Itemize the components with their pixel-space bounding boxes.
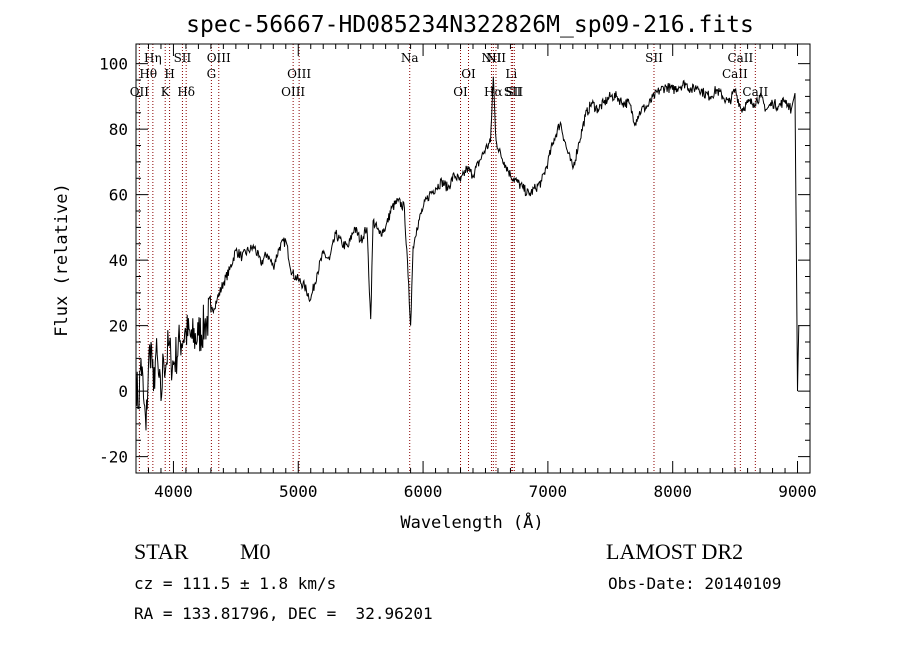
line-marker-label-12: OI [453,85,468,99]
y-tick-label-2: 20 [109,317,128,336]
line-marker-label-20: SII [645,51,663,65]
line-marker-label-21: CaII [722,67,748,81]
x-axis-label: Wavelength (Å) [400,511,543,533]
y-axis-label: Flux (relative) [52,183,72,337]
spectral-line-markers: OIIHθHηKHSIIHδGOIIIOIIIOIIINaOIOINIIHαNI… [130,44,768,473]
survey-label: LAMOST DR2 [606,539,744,564]
line-marker-label-8: OIII [207,51,231,65]
spectrum-line [135,76,800,431]
line-marker-label-16: NII [486,51,506,65]
line-marker-label-14: NII [481,51,501,65]
y-tick-label-0: -20 [99,448,128,467]
line-marker-label-1: Hθ [139,67,157,81]
line-marker-label-4: H [164,67,174,81]
line-marker-label-22: CaII [727,51,753,65]
x-tick-label-5: 9000 [778,482,817,501]
line-marker-label-9: OIII [281,85,305,99]
x-tick-label-4: 8000 [653,482,692,501]
object-class: STAR [134,539,189,564]
line-marker-label-11: Na [401,51,419,65]
y-tick-label-3: 40 [109,251,128,270]
chart-title: spec-56667-HD085234N322826M_sp09-216.fit… [186,12,754,38]
obs-date-readout: Obs-Date: 20140109 [608,574,782,593]
line-marker-label-0: OII [130,85,150,99]
coordinates-readout: RA = 133.81796, DEC = 32.96201 [134,604,433,623]
object-subclass: M0 [240,539,271,564]
line-marker-label-17: Li [505,67,517,81]
plot-frame [135,43,811,474]
line-marker-label-15: Hα [484,85,503,99]
x-tick-label-0: 4000 [154,482,193,501]
line-marker-label-10: OIII [287,67,311,81]
y-tick-label-5: 80 [109,120,128,139]
axes: 4000 5000 6000 7000 8000 9000 -20 0 20 40 60 80 100 [99,43,817,501]
line-marker-label-3: K [161,85,171,99]
x-tick-label-1: 5000 [279,482,318,501]
line-marker-label-7: G [207,67,217,81]
line-marker-label-6: Hδ [177,85,195,99]
line-marker-label-2: Hη [144,51,162,65]
line-marker-label-19: SII [505,85,523,99]
line-marker-label-18: SII [504,85,522,99]
line-marker-label-23: CaII [742,85,768,99]
y-tick-label-6: 100 [99,55,128,74]
y-tick-label-1: 0 [118,382,128,401]
line-marker-label-5: SII [174,51,192,65]
line-marker-label-13: OI [461,67,476,81]
x-tick-label-2: 6000 [404,482,443,501]
x-tick-label-3: 7000 [529,482,568,501]
y-tick-label-4: 60 [109,186,128,205]
redshift-readout: cz = 111.5 ± 1.8 km/s [134,574,337,593]
